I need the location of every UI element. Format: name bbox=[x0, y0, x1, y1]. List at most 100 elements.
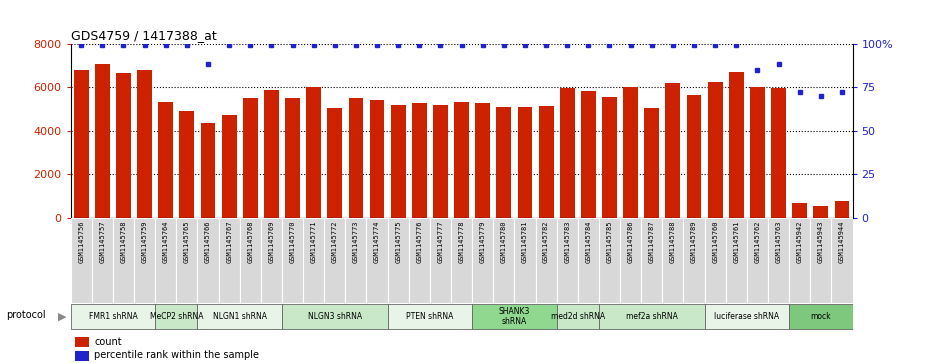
Text: SHANK3
shRNA: SHANK3 shRNA bbox=[498, 307, 530, 326]
Bar bbox=[198, 305, 282, 329]
Text: GDS4759 / 1417388_at: GDS4759 / 1417388_at bbox=[71, 29, 217, 42]
Bar bbox=[771, 88, 786, 218]
Bar bbox=[451, 218, 472, 303]
Text: GSM1145776: GSM1145776 bbox=[416, 220, 422, 263]
Bar bbox=[517, 107, 532, 218]
Text: GSM1145774: GSM1145774 bbox=[374, 220, 380, 263]
Text: GSM1145787: GSM1145787 bbox=[649, 220, 655, 263]
Text: mef2a shRNA: mef2a shRNA bbox=[625, 312, 677, 321]
Bar bbox=[747, 218, 768, 303]
Bar bbox=[369, 100, 384, 218]
Bar bbox=[750, 87, 765, 218]
Bar bbox=[71, 305, 155, 329]
Bar bbox=[581, 91, 595, 218]
Text: GSM1145763: GSM1145763 bbox=[775, 220, 782, 263]
Text: count: count bbox=[94, 337, 122, 347]
Text: GSM1145779: GSM1145779 bbox=[479, 220, 486, 263]
Bar bbox=[644, 108, 659, 218]
Text: NLGN3 shRNA: NLGN3 shRNA bbox=[308, 312, 362, 321]
Bar bbox=[433, 105, 447, 218]
Text: GSM1145783: GSM1145783 bbox=[564, 220, 570, 263]
Bar bbox=[261, 218, 282, 303]
Bar bbox=[599, 218, 620, 303]
Bar bbox=[602, 97, 617, 218]
Text: med2d shRNA: med2d shRNA bbox=[551, 312, 605, 321]
Text: GSM1145786: GSM1145786 bbox=[627, 220, 634, 263]
Bar bbox=[176, 218, 198, 303]
Text: GSM1145943: GSM1145943 bbox=[818, 220, 824, 263]
Bar bbox=[768, 218, 789, 303]
Text: GSM1145782: GSM1145782 bbox=[544, 220, 549, 263]
Bar bbox=[116, 73, 131, 218]
Text: GSM1145785: GSM1145785 bbox=[607, 220, 612, 263]
Text: GSM1145768: GSM1145768 bbox=[247, 220, 253, 263]
Bar bbox=[221, 115, 236, 218]
Bar bbox=[494, 218, 514, 303]
Bar bbox=[73, 70, 89, 218]
Text: GSM1145775: GSM1145775 bbox=[396, 220, 401, 263]
Bar bbox=[430, 218, 451, 303]
Bar bbox=[476, 103, 490, 218]
Bar bbox=[789, 305, 853, 329]
Bar bbox=[243, 98, 258, 218]
Bar bbox=[810, 218, 832, 303]
Text: PTEN shRNA: PTEN shRNA bbox=[406, 312, 453, 321]
Text: GSM1145788: GSM1145788 bbox=[670, 220, 676, 263]
Text: GSM1145777: GSM1145777 bbox=[437, 220, 444, 263]
Bar bbox=[409, 218, 430, 303]
Text: ▶: ▶ bbox=[57, 312, 67, 322]
Text: mock: mock bbox=[810, 312, 831, 321]
Text: GSM1145944: GSM1145944 bbox=[839, 220, 845, 263]
Text: GSM1145759: GSM1145759 bbox=[141, 220, 148, 263]
Text: GSM1145758: GSM1145758 bbox=[121, 220, 126, 263]
Text: percentile rank within the sample: percentile rank within the sample bbox=[94, 350, 259, 360]
Text: GSM1145761: GSM1145761 bbox=[733, 220, 739, 263]
Bar bbox=[239, 218, 261, 303]
Text: GSM1145789: GSM1145789 bbox=[691, 220, 697, 263]
Text: GSM1145770: GSM1145770 bbox=[289, 220, 296, 263]
Bar bbox=[391, 105, 406, 218]
Bar bbox=[91, 218, 113, 303]
Bar bbox=[95, 64, 109, 218]
Text: GSM1145781: GSM1145781 bbox=[522, 220, 528, 263]
Text: GSM1145780: GSM1145780 bbox=[501, 220, 507, 263]
Bar bbox=[264, 90, 279, 218]
Text: protocol: protocol bbox=[6, 310, 45, 321]
Bar bbox=[560, 88, 575, 218]
Text: GSM1145760: GSM1145760 bbox=[712, 220, 718, 263]
Bar bbox=[729, 72, 743, 218]
Bar bbox=[201, 123, 216, 218]
Bar bbox=[624, 87, 638, 218]
Bar bbox=[285, 98, 300, 218]
Text: GSM1145762: GSM1145762 bbox=[755, 220, 760, 263]
Text: GSM1145778: GSM1145778 bbox=[459, 220, 464, 263]
Bar bbox=[514, 218, 536, 303]
Text: MeCP2 shRNA: MeCP2 shRNA bbox=[150, 312, 203, 321]
Bar bbox=[539, 106, 554, 218]
Bar bbox=[557, 305, 599, 329]
Bar bbox=[789, 218, 810, 303]
Bar bbox=[219, 218, 239, 303]
Bar bbox=[642, 218, 662, 303]
Bar bbox=[725, 218, 747, 303]
Text: GSM1145769: GSM1145769 bbox=[268, 220, 274, 263]
Text: luciferase shRNA: luciferase shRNA bbox=[714, 312, 779, 321]
Bar bbox=[387, 305, 472, 329]
Text: FMR1 shRNA: FMR1 shRNA bbox=[89, 312, 138, 321]
Bar bbox=[366, 218, 387, 303]
Bar bbox=[282, 305, 387, 329]
Text: GSM1145765: GSM1145765 bbox=[184, 220, 190, 263]
Text: GSM1145767: GSM1145767 bbox=[226, 220, 232, 263]
Text: GSM1145766: GSM1145766 bbox=[205, 220, 211, 263]
Text: GSM1145756: GSM1145756 bbox=[78, 220, 84, 263]
Bar bbox=[412, 103, 427, 218]
Bar bbox=[282, 218, 303, 303]
Bar bbox=[472, 305, 557, 329]
Bar bbox=[665, 83, 680, 218]
Bar bbox=[155, 305, 198, 329]
Bar bbox=[306, 87, 321, 218]
Bar bbox=[620, 218, 642, 303]
Bar bbox=[705, 305, 789, 329]
Bar bbox=[71, 218, 91, 303]
Bar bbox=[198, 218, 219, 303]
